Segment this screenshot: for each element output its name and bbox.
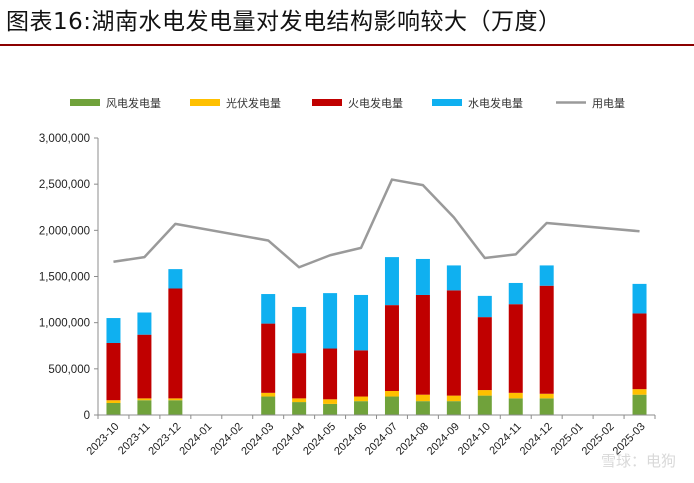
- legend-swatch: [432, 99, 462, 106]
- x-tick-label: 2025-01: [549, 421, 586, 458]
- x-tick-label: 2024-08: [394, 421, 431, 458]
- bar-thermal: [415, 294, 430, 395]
- bar-wind: [261, 396, 276, 415]
- bar-solar: [539, 393, 554, 399]
- bar-solar: [354, 396, 369, 402]
- x-tick-label: 2024-05: [301, 421, 338, 458]
- bar-thermal: [508, 304, 523, 393]
- bar-wind: [539, 398, 554, 415]
- x-tick-label: 2024-01: [177, 421, 214, 458]
- y-tick-label: 500,000: [48, 364, 90, 376]
- y-tick-label: 1,500,000: [39, 272, 90, 284]
- bar-hydro: [384, 257, 399, 306]
- legend: 风电发电量 光伏发电量 火电发电量 水电发电量 用电量: [70, 96, 625, 110]
- y-tick-label: 1,000,000: [39, 318, 90, 330]
- bar-hydro: [539, 265, 554, 286]
- x-tick-label: 2023-12: [146, 421, 183, 458]
- bar-hydro: [106, 318, 121, 343]
- x-tick-label: 2024-10: [456, 421, 493, 458]
- bar-hydro: [137, 312, 152, 335]
- bar-hydro: [261, 294, 276, 324]
- bar-hydro: [354, 294, 369, 351]
- legend-swatch: [70, 99, 100, 106]
- bar-solar: [508, 392, 523, 399]
- x-tick-label: 2024-12: [518, 421, 555, 458]
- bar-solar: [477, 390, 492, 396]
- consumption-line: [113, 178, 640, 269]
- bar-wind: [477, 395, 492, 415]
- bar-wind: [446, 401, 461, 415]
- x-tick-label: 2024-11: [487, 421, 523, 457]
- bar-wind: [384, 396, 399, 415]
- bar-solar: [446, 395, 461, 402]
- bar-wind: [292, 402, 307, 415]
- bar-solar: [261, 392, 276, 397]
- bar-solar: [168, 398, 183, 401]
- x-axis: 2023-102023-112023-122024-012024-022024-…: [85, 414, 656, 458]
- bar-wind: [323, 403, 338, 415]
- bar-thermal: [446, 290, 461, 396]
- bar-hydro: [632, 283, 647, 314]
- bar-solar: [415, 394, 430, 402]
- bars: [106, 257, 647, 415]
- bar-solar: [292, 398, 307, 403]
- x-tick-label: 2024-02: [208, 421, 245, 458]
- bar-wind: [137, 400, 152, 415]
- bar-thermal: [384, 305, 399, 391]
- bar-hydro: [415, 258, 430, 295]
- bar-solar: [106, 400, 121, 403]
- bar-thermal: [106, 342, 121, 401]
- legend-label: 水电发电量: [468, 96, 523, 110]
- y-tick-label: 3,000,000: [39, 133, 90, 145]
- bar-thermal: [632, 313, 647, 390]
- x-tick-label: 2024-09: [425, 421, 462, 458]
- bar-thermal: [137, 334, 152, 399]
- consumption-line-path: [113, 178, 640, 269]
- x-tick-label: 2024-06: [332, 421, 369, 458]
- chart-title: 图表16:湖南水电发电量对发电结构影响较大（万度）: [6, 9, 562, 35]
- bar-wind: [354, 401, 369, 415]
- bar-thermal: [477, 317, 492, 391]
- bar-hydro: [446, 265, 461, 291]
- x-tick-label: 2024-03: [239, 421, 276, 458]
- y-tick-label: 0: [84, 410, 90, 422]
- bar-solar: [384, 390, 399, 397]
- legend-label: 用电量: [592, 97, 625, 110]
- bar-wind: [106, 402, 121, 415]
- bar-hydro: [508, 282, 523, 305]
- legend-swatch: [190, 99, 220, 106]
- x-tick-label: 2024-04: [270, 421, 307, 458]
- x-tick-label: 2023-10: [85, 421, 122, 458]
- legend-label: 火电发电量: [348, 96, 403, 110]
- bar-thermal: [261, 323, 276, 393]
- bar-hydro: [168, 269, 183, 289]
- bar-thermal: [168, 288, 183, 399]
- legend-swatch: [312, 99, 342, 106]
- bar-thermal: [292, 353, 307, 399]
- bar-hydro: [292, 306, 307, 354]
- bar-wind: [632, 394, 647, 415]
- bar-wind: [508, 398, 523, 415]
- y-tick-label: 2,000,000: [39, 225, 90, 237]
- bar-solar: [323, 399, 338, 404]
- x-tick-label: 2023-11: [116, 421, 152, 457]
- x-tick-label: 2024-07: [363, 421, 400, 458]
- bar-hydro: [323, 293, 338, 349]
- bar-thermal: [539, 285, 554, 394]
- legend-label: 风电发电量: [106, 96, 161, 110]
- legend-label: 光伏发电量: [226, 96, 281, 110]
- bar-wind: [415, 401, 430, 415]
- bar-thermal: [354, 350, 369, 397]
- y-axis: 0 500,000 1,000,000 1,500,000 2,000,000 2,500…: [39, 133, 99, 422]
- title-underline: [0, 44, 694, 46]
- watermark: 雪球：电狗: [600, 452, 676, 470]
- bar-wind: [168, 400, 183, 415]
- bar-solar: [137, 398, 152, 401]
- bar-hydro: [477, 295, 492, 318]
- y-tick-label: 2,500,000: [39, 179, 90, 191]
- bar-thermal: [323, 348, 338, 400]
- bar-solar: [632, 389, 647, 395]
